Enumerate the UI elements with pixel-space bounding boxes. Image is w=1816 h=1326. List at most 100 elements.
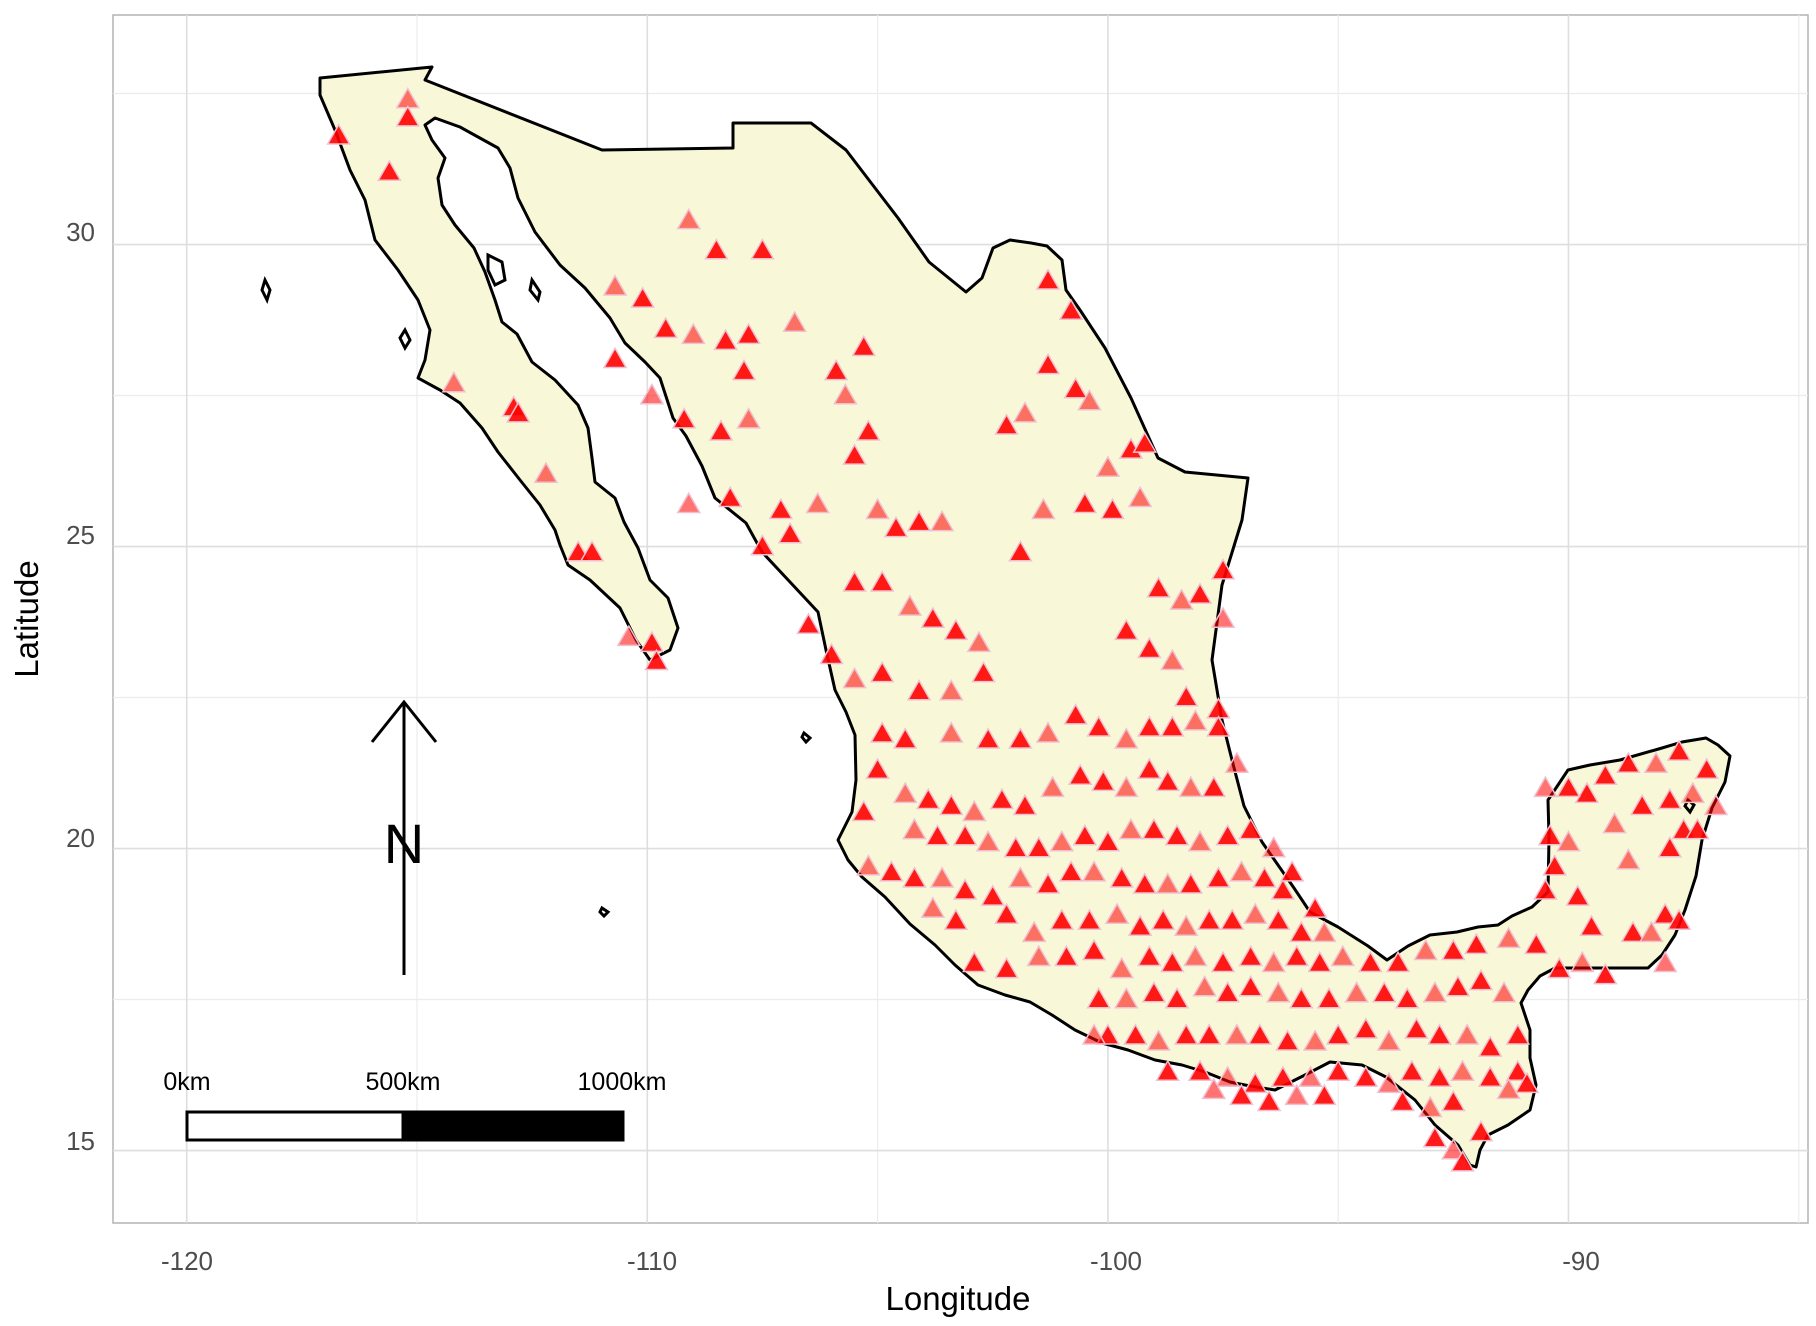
observation-point-marker <box>1445 974 1471 997</box>
observation-point-marker <box>1694 757 1719 779</box>
island-cozumel <box>1683 797 1696 815</box>
observation-point-marker <box>1155 872 1181 894</box>
observation-point-marker <box>1533 878 1558 900</box>
observation-point-marker <box>1330 944 1356 967</box>
x-tick-label: -110 <box>627 1246 677 1276</box>
observation-point-marker <box>1192 974 1217 997</box>
observation-point-marker <box>994 902 1019 924</box>
x-tick-label: -100 <box>1090 1246 1142 1276</box>
observation-point-marker <box>1242 1071 1268 1094</box>
scale-label-0: 0km <box>163 1068 210 1096</box>
observation-point-marker <box>1012 793 1038 816</box>
scale-label-1000: 1000km <box>578 1068 667 1096</box>
observation-point-marker <box>676 207 702 230</box>
observation-point-marker <box>938 678 964 701</box>
observation-point-marker <box>1556 829 1581 852</box>
observation-point-marker <box>506 401 531 423</box>
observation-point-marker <box>1261 836 1286 858</box>
observation-point-marker <box>906 678 932 701</box>
observation-point-marker <box>1081 1023 1107 1045</box>
observation-point-marker <box>1137 715 1162 737</box>
observation-point-marker <box>1616 751 1641 773</box>
observation-point-marker <box>1284 1083 1310 1106</box>
observation-point-marker <box>856 419 881 441</box>
observation-point-marker <box>1183 944 1208 967</box>
observation-point-marker <box>1109 866 1135 888</box>
observation-point-marker <box>902 866 927 888</box>
observation-point-marker <box>1229 1083 1254 1106</box>
island-cedros <box>398 326 412 352</box>
observation-point-marker <box>1054 944 1079 967</box>
observation-point-marker <box>1261 950 1286 973</box>
observation-point-marker <box>1266 980 1291 1003</box>
observation-point-marker <box>1035 872 1061 894</box>
observation-point-marker <box>644 648 669 671</box>
observation-point-marker <box>1238 974 1263 997</box>
observation-point-marker <box>1141 817 1167 840</box>
observation-point-marker <box>1196 1023 1222 1045</box>
observation-point-marker <box>1275 1029 1300 1051</box>
observation-point-marker <box>1620 920 1646 943</box>
observation-point-marker <box>1095 829 1121 852</box>
observation-point-marker <box>1049 829 1075 852</box>
observation-point-marker <box>1141 980 1167 1003</box>
observation-point-marker <box>915 787 941 810</box>
observation-point-marker <box>1100 497 1125 520</box>
observation-point-marker <box>1058 860 1084 882</box>
observation-point-marker <box>1422 1125 1448 1148</box>
observation-point-marker <box>1441 1089 1466 1112</box>
observation-point-marker <box>731 358 757 381</box>
observation-point-marker <box>892 727 918 749</box>
observation-point-marker <box>1256 1089 1282 1112</box>
observation-point-marker <box>1325 1023 1351 1045</box>
observation-point-marker <box>1302 1029 1328 1051</box>
observation-point-marker <box>842 570 867 592</box>
observation-point-marker <box>1556 775 1581 798</box>
observation-point-marker <box>1537 823 1563 846</box>
observation-point-marker <box>736 322 761 345</box>
scale-bar: 0km 500km 1000km <box>163 1068 667 1142</box>
observation-point-marker <box>1224 751 1250 773</box>
observation-point-marker <box>750 534 775 556</box>
observation-point-marker <box>1008 866 1033 888</box>
observation-point-marker <box>1183 709 1208 731</box>
observation-point-marker <box>1224 1023 1250 1045</box>
observation-point-marker <box>1215 1065 1240 1088</box>
observation-point-marker <box>1468 968 1494 991</box>
observation-point-marker <box>883 515 909 538</box>
observation-point-marker <box>1657 787 1683 810</box>
observation-point-marker <box>1090 769 1116 792</box>
x-axis-title: Longitude <box>886 1280 1031 1317</box>
observation-point-marker <box>1376 1029 1402 1051</box>
observation-point-marker <box>952 823 978 846</box>
observation-point-marker <box>653 316 679 339</box>
observation-point-marker <box>1358 950 1383 973</box>
observation-point-marker <box>1137 757 1162 779</box>
observation-point-marker <box>1353 1065 1379 1088</box>
observation-point-marker <box>1371 980 1397 1003</box>
observation-point-marker <box>704 238 729 260</box>
observation-point-marker <box>1404 1017 1429 1039</box>
observation-point-marker <box>1325 1059 1351 1081</box>
observation-point-marker <box>1137 944 1162 967</box>
observation-point-marker <box>1150 908 1176 930</box>
observation-point-marker <box>1542 854 1567 876</box>
observation-point-marker <box>1376 1071 1402 1094</box>
observation-point-marker <box>1160 715 1185 737</box>
observation-point-marker <box>1666 739 1692 761</box>
x-tick-label: -120 <box>161 1246 213 1276</box>
observation-point-marker <box>1523 932 1549 955</box>
observation-point-marker <box>1201 775 1227 798</box>
observation-point-marker <box>1077 389 1102 411</box>
observation-point-marker <box>1164 987 1190 1009</box>
observation-point-marker <box>1450 1150 1475 1172</box>
observation-point-marker <box>1081 860 1107 882</box>
observation-points <box>326 87 1729 1172</box>
observation-point-marker <box>1109 956 1135 979</box>
observation-point-marker <box>1247 1023 1273 1045</box>
observation-point-marker <box>1040 775 1065 798</box>
observation-point-marker <box>1666 908 1692 930</box>
observation-point-marker <box>676 491 702 514</box>
observation-point-marker <box>736 407 761 429</box>
observation-point-marker <box>1394 987 1420 1009</box>
